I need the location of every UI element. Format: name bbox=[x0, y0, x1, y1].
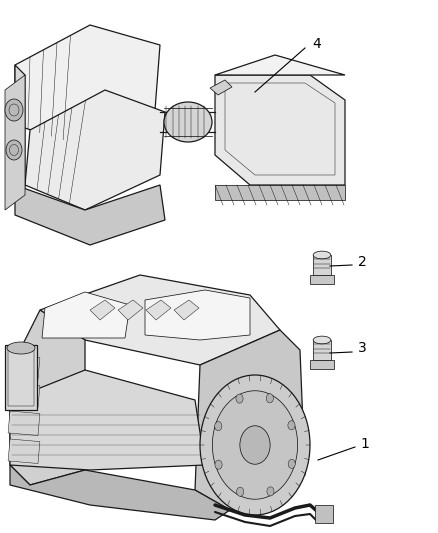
Ellipse shape bbox=[215, 422, 222, 431]
Bar bbox=[310, 275, 334, 284]
Polygon shape bbox=[195, 330, 305, 510]
Ellipse shape bbox=[240, 426, 270, 464]
Text: 4: 4 bbox=[312, 37, 321, 51]
Bar bbox=[315, 505, 333, 523]
Polygon shape bbox=[10, 370, 205, 470]
Ellipse shape bbox=[313, 336, 331, 344]
Polygon shape bbox=[42, 292, 130, 338]
Ellipse shape bbox=[236, 394, 243, 403]
Polygon shape bbox=[10, 465, 230, 520]
Ellipse shape bbox=[288, 459, 295, 469]
Polygon shape bbox=[215, 75, 345, 185]
Bar bbox=[313, 340, 331, 360]
Ellipse shape bbox=[237, 487, 244, 496]
Polygon shape bbox=[90, 300, 115, 320]
Ellipse shape bbox=[313, 251, 331, 259]
Text: 3: 3 bbox=[358, 341, 367, 355]
Ellipse shape bbox=[5, 99, 23, 121]
Ellipse shape bbox=[6, 140, 22, 160]
Ellipse shape bbox=[200, 375, 310, 515]
Ellipse shape bbox=[7, 342, 35, 354]
Ellipse shape bbox=[215, 460, 222, 469]
Polygon shape bbox=[40, 275, 280, 365]
Text: 1: 1 bbox=[360, 437, 369, 451]
Polygon shape bbox=[174, 300, 199, 320]
Ellipse shape bbox=[164, 102, 212, 142]
Ellipse shape bbox=[212, 391, 298, 499]
Text: 2: 2 bbox=[358, 255, 367, 269]
Polygon shape bbox=[15, 185, 165, 245]
Polygon shape bbox=[210, 80, 232, 95]
Bar bbox=[313, 255, 331, 275]
Polygon shape bbox=[118, 300, 143, 320]
Polygon shape bbox=[25, 90, 165, 210]
Bar bbox=[8, 439, 40, 464]
Bar bbox=[5, 345, 37, 410]
Polygon shape bbox=[10, 310, 85, 485]
Bar bbox=[8, 411, 40, 435]
Polygon shape bbox=[215, 55, 345, 75]
Bar bbox=[8, 349, 34, 406]
Ellipse shape bbox=[267, 487, 274, 496]
Polygon shape bbox=[5, 75, 25, 210]
Polygon shape bbox=[15, 65, 25, 195]
Polygon shape bbox=[15, 25, 160, 145]
Polygon shape bbox=[146, 300, 171, 320]
Bar bbox=[215, 185, 345, 200]
Ellipse shape bbox=[288, 421, 295, 430]
Bar bbox=[8, 383, 40, 408]
Polygon shape bbox=[145, 290, 250, 340]
Ellipse shape bbox=[266, 394, 273, 403]
Bar bbox=[8, 355, 40, 379]
Bar bbox=[310, 360, 334, 369]
